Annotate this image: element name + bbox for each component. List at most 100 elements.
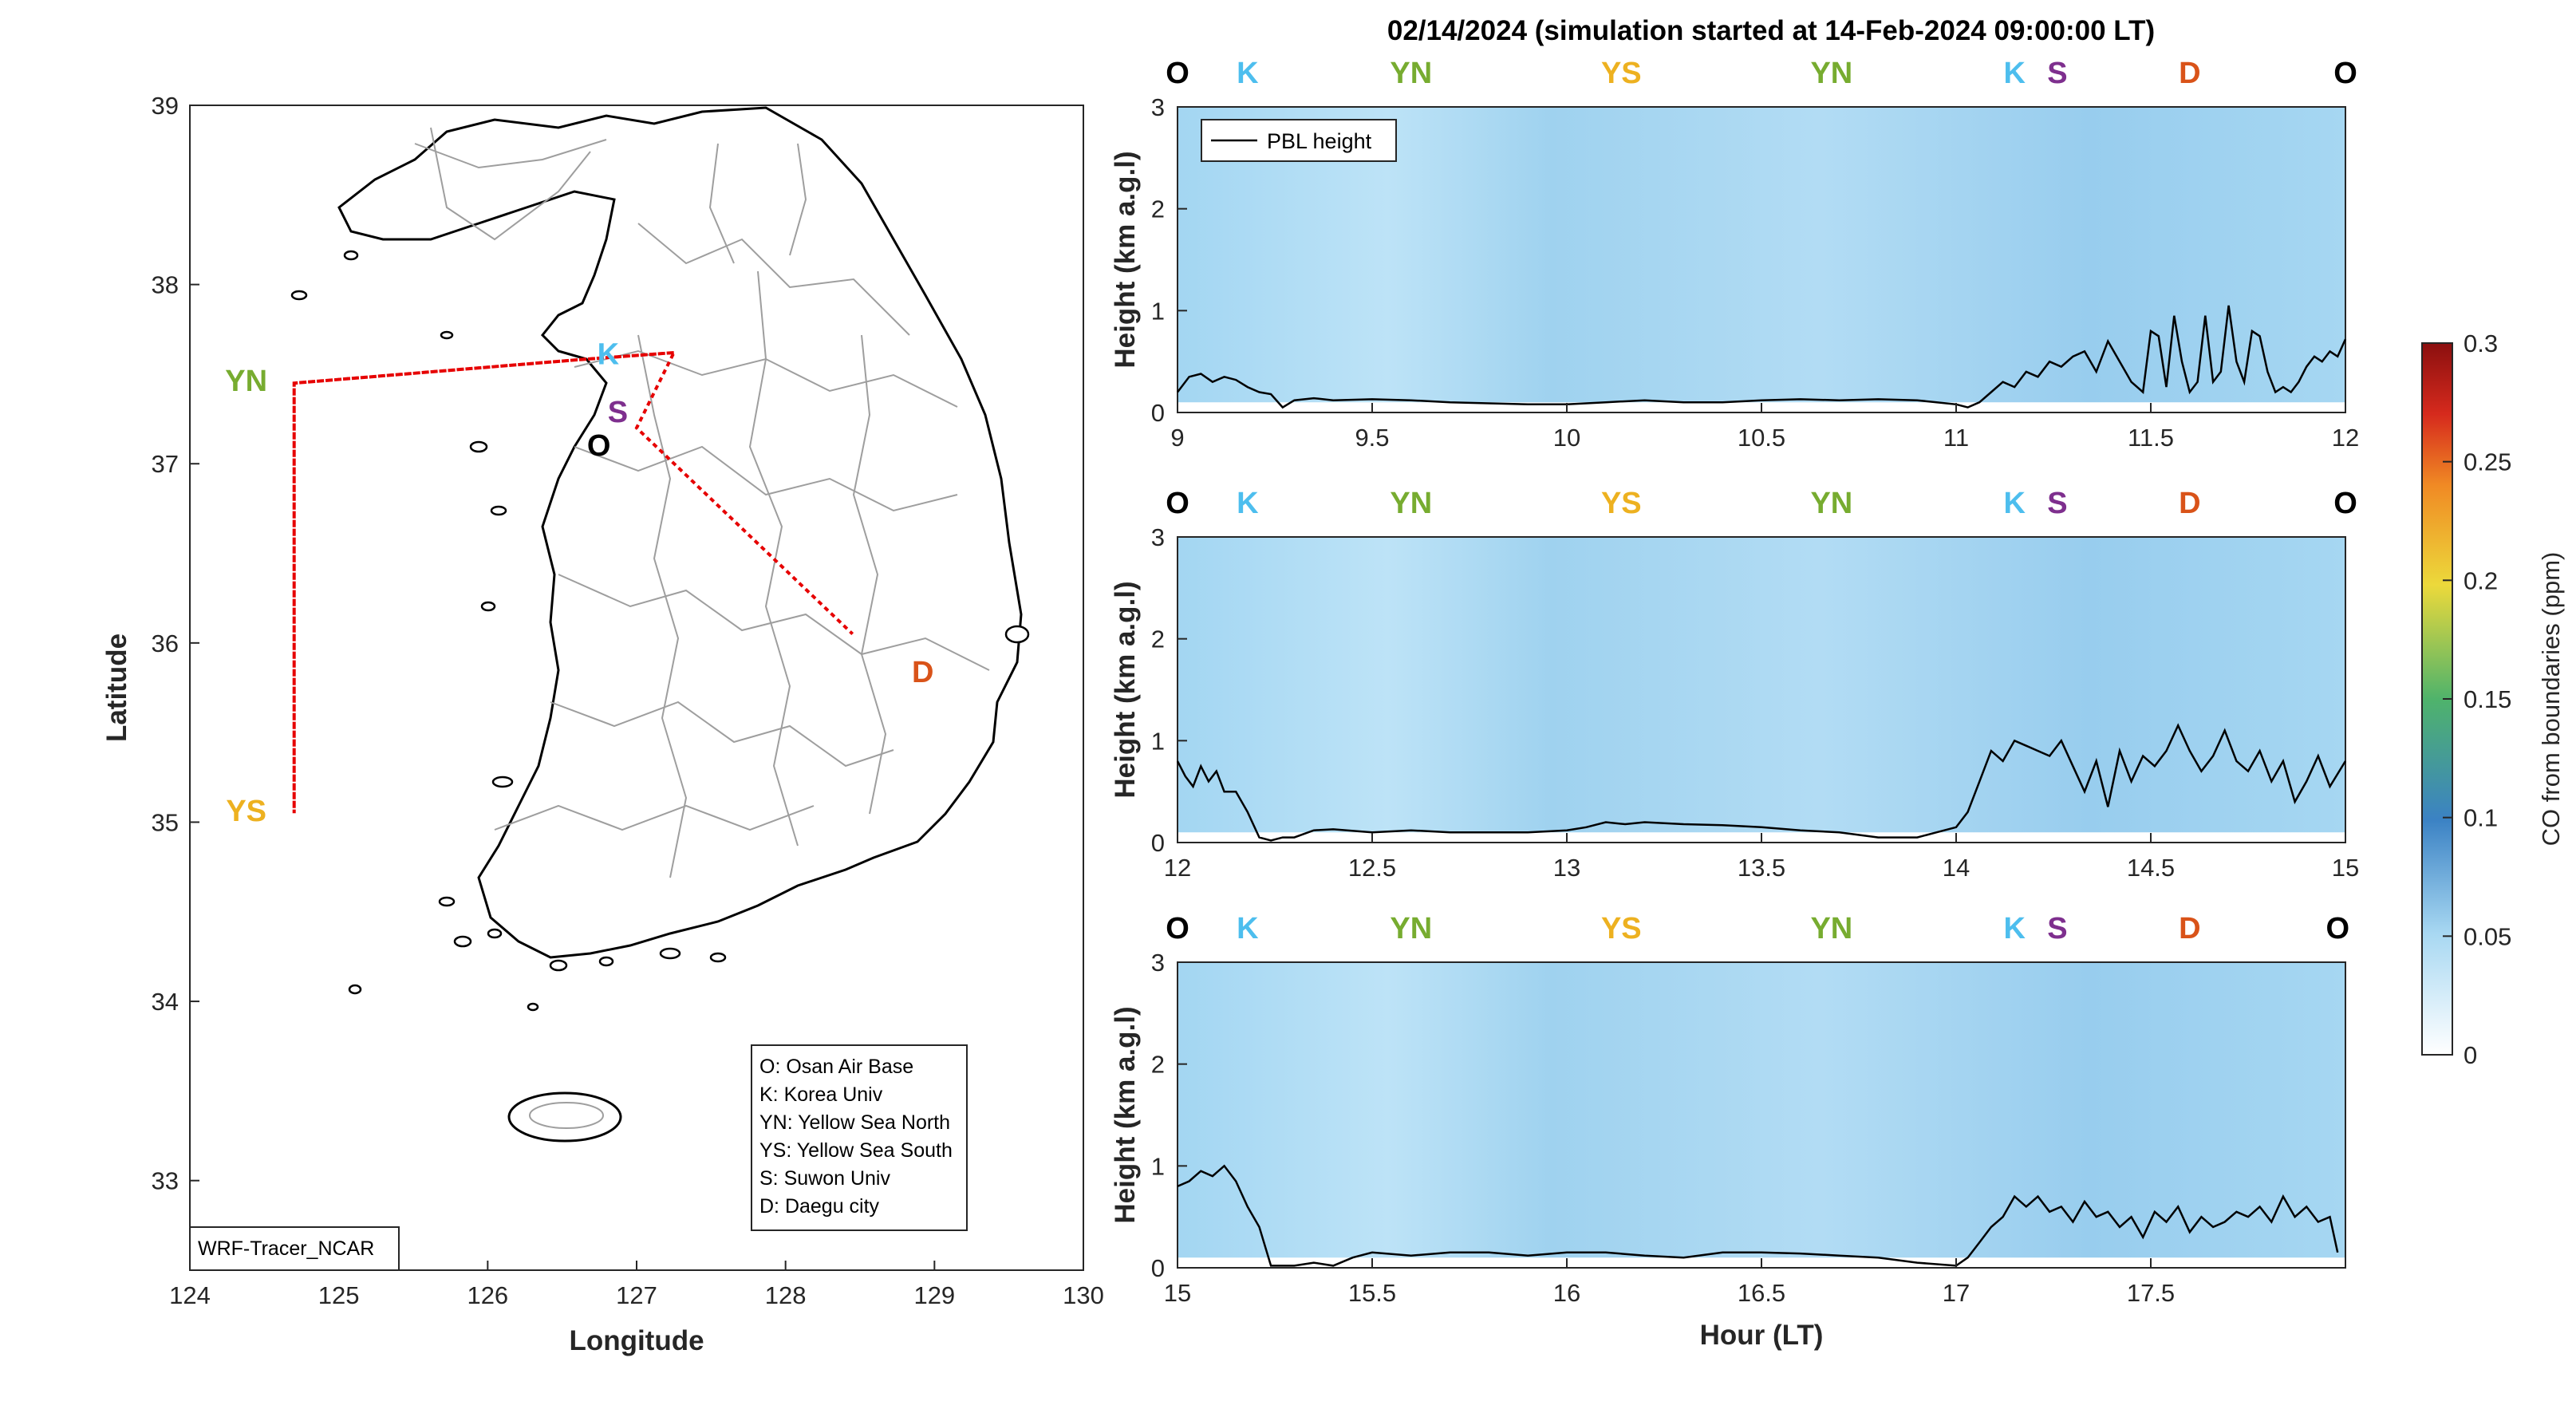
colorbar-tick-label: 0.25: [2464, 448, 2511, 476]
panel-route-label-s: S: [2047, 487, 2067, 520]
panel-route-label-d: D: [2179, 487, 2200, 520]
islands: [290, 250, 1030, 1012]
panel-x-tick-label: 16.5: [1738, 1279, 1785, 1307]
site-legend: O: Osan Air Base K: Korea Univ YN: Yello…: [751, 1044, 968, 1231]
panel-y-tick-label: 3: [1151, 523, 1165, 551]
panel-route-label-k: K: [1237, 57, 1259, 90]
panel-y-tick-label: 0: [1151, 1254, 1165, 1282]
panel-y-axis-label: Height (km a.g.l): [1110, 151, 1141, 368]
map-y-tick-label: 36: [152, 630, 179, 657]
panel-x-tick-label: 14: [1943, 854, 1970, 882]
panel-x-tick-label: 12: [1164, 854, 1191, 882]
pbl-legend: PBL height: [1201, 119, 1397, 162]
panel-route-label-o: O: [1166, 57, 1189, 90]
map-y-tick-label: 38: [152, 271, 179, 299]
map-site-label-k: K: [598, 338, 620, 372]
source-label: WRF-Tracer_NCAR: [189, 1226, 400, 1271]
panel-x-tick-label: 14.5: [2127, 854, 2175, 882]
pbl-height-line: [1176, 723, 2347, 842]
panel-route-label-ys: YS: [1601, 57, 1642, 90]
panel-route-label-d: D: [2179, 912, 2200, 945]
jeju-inner-boundary: [529, 1102, 604, 1129]
map-y-tick-label: 37: [152, 450, 179, 478]
pbl-height-line: [1177, 1164, 2339, 1267]
map-x-tick-label: 129: [913, 1281, 955, 1309]
map-y-axis-label: Latitude: [101, 633, 132, 742]
map-y-tick-label: 39: [152, 92, 179, 120]
panel-route-label-o: O: [1166, 487, 1189, 520]
panel-route-label-k: K: [1237, 912, 1259, 945]
panel-x-tick-label: 13.5: [1738, 854, 1785, 882]
panel-route-label-yn: YN: [1390, 912, 1432, 945]
admin-boundaries: [430, 127, 990, 878]
colorbar-tick-label: 0.05: [2464, 922, 2511, 950]
map-x-axis-label: Longitude: [569, 1325, 704, 1356]
panel-x-tick-label: 13: [1553, 854, 1580, 882]
map-y-tick-label: 34: [152, 988, 179, 1016]
panel-x-tick-label: 15: [2332, 854, 2359, 882]
panel-route-label-o: O: [2326, 912, 2349, 945]
panel-y-tick-label: 3: [1151, 93, 1165, 121]
panel-route-label-k: K: [1237, 487, 1259, 520]
panel-x-tick-label: 12.5: [1348, 854, 1396, 882]
aircraft-route-line: [292, 350, 854, 814]
panel-x-axis-label: Hour (LT): [1700, 1320, 1824, 1351]
panel-x-tick-label: 11.5: [2128, 424, 2174, 452]
map-site-label-d: D: [912, 656, 933, 689]
panel-x-tick-label: 12: [2332, 424, 2359, 452]
colorbar-tick-label: 0.2: [2464, 566, 2498, 594]
panel-x-tick-label: 11: [1943, 424, 1969, 452]
panel-x-tick-label: 15.5: [1348, 1279, 1396, 1307]
panel-y-tick-label: 2: [1151, 195, 1165, 223]
panel-route-label-yn: YN: [1390, 487, 1432, 520]
pbl-legend-label: PBL height: [1267, 129, 1372, 153]
panel-x-tick-label: 10.5: [1738, 424, 1785, 452]
map-x-tick-label: 124: [169, 1281, 211, 1309]
panels-title: 02/14/2024 (simulation started at 14-Feb…: [1387, 15, 2155, 46]
panel-route-label-s: S: [2047, 57, 2067, 90]
map-site-label-yn: YN: [225, 365, 267, 398]
panel-x-tick-label: 17: [1943, 1279, 1970, 1307]
northern-boundaries: [414, 139, 607, 169]
panel-x-tick-label: 17.5: [2127, 1279, 2175, 1307]
colorbar-tick-label: 0.1: [2464, 804, 2498, 832]
map-site-label-o: O: [587, 429, 611, 463]
panel-route-label-o: O: [1166, 912, 1189, 945]
panel-route-label-k: K: [2003, 57, 2026, 90]
panel-y-tick-label: 0: [1151, 399, 1165, 427]
map-site-label-ys: YS: [226, 795, 266, 828]
panel-y-tick-label: 0: [1151, 829, 1165, 857]
panel-y-tick-label: 2: [1151, 626, 1165, 653]
panel-route-label-ys: YS: [1601, 912, 1642, 945]
colorbar-tick-label: 0.15: [2464, 685, 2511, 713]
panel-x-tick-label: 15: [1164, 1279, 1191, 1307]
panel-y-tick-label: 2: [1151, 1051, 1165, 1079]
panel-y-tick-label: 1: [1151, 727, 1165, 755]
panel-x-tick-label: 16: [1553, 1279, 1580, 1307]
map-panel: O K YN YS S D 124 125 126 127 128 129 130 33 34 35 36 3…: [101, 92, 1104, 1356]
map-x-tick-label: 128: [765, 1281, 807, 1309]
map-x-tick-label: 125: [318, 1281, 360, 1309]
panel-y-tick-label: 1: [1151, 297, 1165, 325]
panel-route-label-o: O: [2333, 57, 2357, 90]
colorbar-label: CO from boundaries (ppm): [2537, 552, 2565, 847]
map-x-tick-label: 127: [616, 1281, 657, 1309]
panel-route-label-yn: YN: [1810, 57, 1852, 90]
site-legend-line-s: S: Suwon Univ: [759, 1167, 890, 1190]
map-y-tick-label: 33: [152, 1167, 179, 1195]
jeju-island: [507, 1091, 622, 1143]
site-legend-box: [751, 1044, 968, 1231]
panel-route-label-ys: YS: [1601, 487, 1642, 520]
colorbar-tick-label: 0.3: [2464, 330, 2498, 357]
panel-route-label-d: D: [2179, 57, 2200, 90]
map-y-tick-label: 35: [152, 808, 179, 836]
panel-route-label-yn: YN: [1390, 57, 1432, 90]
map-site-label-s: S: [608, 396, 628, 429]
colorbar-tick-label: 0: [2464, 1041, 2477, 1069]
pbl-height-line: [1177, 305, 2347, 409]
co-field-fill: [1178, 537, 2345, 843]
panel-route-label-yn: YN: [1810, 487, 1852, 520]
panel-route-label-k: K: [2003, 487, 2026, 520]
site-legend-line-k: K: Korea Univ: [759, 1083, 883, 1106]
